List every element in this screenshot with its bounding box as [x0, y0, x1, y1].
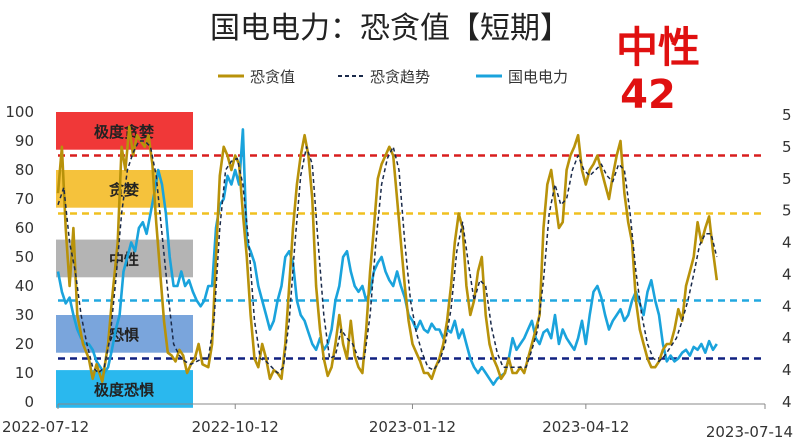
y-right-tick-4: 4 [782, 234, 792, 252]
y-right-tick-8: 4 [782, 361, 792, 379]
x-tick-label-1: 2022-10-12 [192, 418, 279, 436]
y-right-tick-5: 4 [782, 265, 792, 283]
series-lines [56, 125, 719, 386]
y-right-tick-6: 4 [782, 297, 792, 315]
sentiment-status-label: 中性 [615, 23, 700, 72]
zone-box-1 [56, 170, 193, 208]
y-left-tick-9: 10 [15, 364, 34, 382]
x-tick-label-3: 2023-04-12 [542, 418, 629, 436]
y-left-tick-7: 30 [15, 306, 34, 324]
y-left-tick-4: 60 [15, 219, 34, 237]
chart-legend: 恐贪值 恐贪趋势 国电电力 [218, 68, 568, 86]
y-axis-right: 5 5 5 5 4 4 4 4 4 4 [782, 106, 792, 411]
zone-box-0 [56, 112, 193, 150]
y-left-tick-5: 50 [15, 248, 34, 266]
y-right-tick-3: 5 [782, 202, 792, 220]
x-tick-label-0: 2022-07-12 [2, 418, 89, 436]
y-right-tick-0: 5 [782, 106, 792, 124]
series-line-0 [56, 125, 719, 384]
y-left-tick-8: 20 [15, 335, 34, 353]
chart-title: 国电电力：恐贪值【短期】 [210, 11, 570, 46]
y-left-tick-6: 40 [15, 277, 34, 295]
zone-label-4: 极度恐惧 [94, 381, 154, 399]
series-line-1 [57, 140, 718, 374]
y-left-tick-10: 0 [24, 393, 34, 411]
x-tick-label-2: 2023-01-12 [369, 418, 456, 436]
y-left-tick-3: 70 [15, 190, 34, 208]
y-left-tick-2: 80 [15, 161, 34, 179]
y-left-tick-0: 100 [5, 103, 34, 121]
y-left-tick-1: 90 [15, 132, 34, 150]
y-right-tick-9: 4 [782, 393, 792, 411]
x-axis: 2022-07-12 2022-10-12 2023-01-12 2023-04-12… [2, 403, 793, 441]
zone-box-4 [56, 370, 193, 408]
zone-label-0: 极度贪婪 [94, 123, 154, 141]
y-right-tick-7: 4 [782, 329, 792, 347]
legend-label-2: 国电电力 [508, 68, 568, 86]
series-line-2 [56, 128, 718, 386]
y-right-tick-2: 5 [782, 170, 792, 188]
legend-label-1: 恐贪趋势 [370, 68, 430, 86]
x-tick-label-4: 2023-07-14 [706, 423, 793, 441]
legend-label-0: 恐贪值 [250, 68, 295, 86]
y-right-tick-1: 5 [782, 138, 792, 156]
sentiment-status-value: 42 [620, 72, 676, 118]
